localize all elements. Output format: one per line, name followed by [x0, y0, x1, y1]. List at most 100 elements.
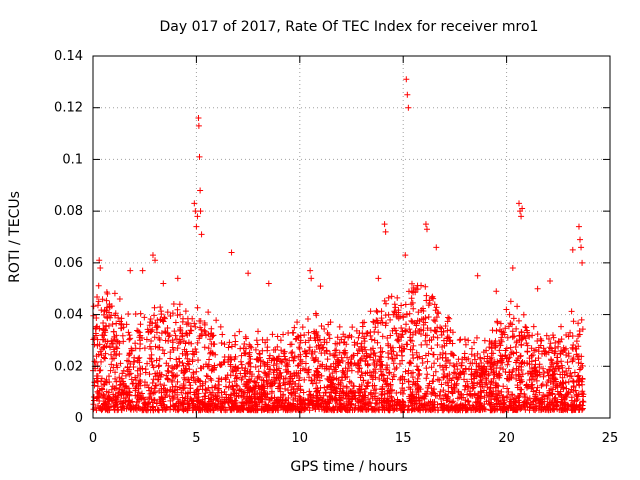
data-point	[164, 324, 171, 331]
data-point	[289, 349, 296, 356]
data-point	[178, 389, 185, 396]
data-point	[332, 403, 339, 410]
data-point	[316, 377, 323, 384]
data-point	[399, 373, 406, 380]
data-point	[302, 339, 309, 346]
data-point	[212, 392, 219, 399]
data-point	[172, 406, 179, 413]
outlier-point	[104, 290, 111, 297]
data-point	[348, 400, 355, 407]
data-point	[156, 355, 163, 362]
data-point	[508, 374, 515, 381]
data-point	[298, 407, 305, 414]
data-point	[541, 404, 548, 411]
data-point	[379, 385, 386, 392]
outlier-point	[194, 213, 201, 220]
data-point	[212, 351, 219, 358]
data-point	[173, 336, 180, 343]
data-point	[92, 359, 99, 366]
data-point	[526, 355, 533, 362]
data-point	[182, 406, 189, 413]
data-point	[295, 334, 302, 341]
data-point	[172, 319, 179, 326]
data-point	[179, 330, 186, 337]
data-point	[120, 367, 127, 374]
data-point	[570, 377, 577, 384]
data-point	[355, 334, 362, 341]
data-point	[118, 321, 125, 328]
data-point	[198, 326, 205, 333]
data-point	[117, 360, 124, 367]
data-point	[373, 317, 380, 324]
data-point	[405, 403, 412, 410]
data-point	[362, 385, 369, 392]
data-point	[486, 344, 493, 351]
data-point	[454, 366, 461, 373]
data-point	[125, 352, 132, 359]
data-point	[216, 361, 223, 368]
data-point	[414, 366, 421, 373]
outlier-point	[575, 223, 582, 230]
data-point	[558, 362, 565, 369]
data-point	[364, 380, 371, 387]
data-point	[108, 361, 115, 368]
data-point	[500, 366, 507, 373]
data-point	[538, 382, 545, 389]
data-point	[134, 357, 141, 364]
data-point	[252, 407, 259, 414]
data-point	[105, 389, 112, 396]
data-point	[396, 399, 403, 406]
y-tick-label: 0.1	[62, 152, 83, 167]
data-point	[279, 359, 286, 366]
x-tick-label: 5	[192, 431, 200, 446]
data-point	[443, 358, 450, 365]
data-point	[434, 376, 441, 383]
data-point	[296, 393, 303, 400]
data-point	[285, 387, 292, 394]
data-point	[223, 406, 230, 413]
data-point	[143, 336, 150, 343]
data-point	[422, 337, 429, 344]
data-point	[307, 334, 314, 341]
data-point	[255, 328, 262, 335]
data-point	[182, 308, 189, 315]
data-point	[264, 344, 271, 351]
data-point	[526, 361, 533, 368]
data-point	[561, 347, 568, 354]
y-tick-label: 0.14	[54, 49, 83, 64]
data-point	[401, 387, 408, 394]
data-point	[184, 355, 191, 362]
data-point	[414, 375, 421, 382]
data-point	[370, 350, 377, 357]
data-point	[100, 311, 107, 318]
data-point	[102, 399, 109, 406]
data-point	[420, 406, 427, 413]
data-point	[247, 363, 254, 370]
data-point	[576, 382, 583, 389]
data-point	[556, 338, 563, 345]
data-point	[154, 376, 161, 383]
data-point	[565, 365, 572, 372]
data-point	[383, 320, 390, 327]
data-point	[311, 403, 318, 410]
data-point	[397, 376, 404, 383]
data-point	[148, 346, 155, 353]
data-point	[110, 364, 117, 371]
data-point	[283, 362, 290, 369]
data-point	[332, 352, 339, 359]
data-point	[227, 363, 234, 370]
data-point	[332, 389, 339, 396]
outlier-point	[404, 91, 411, 98]
data-point	[504, 385, 511, 392]
data-point	[207, 406, 214, 413]
data-point	[431, 386, 438, 393]
data-point	[175, 340, 182, 347]
data-point	[291, 354, 298, 361]
outlier-point	[433, 244, 440, 251]
data-point	[219, 331, 226, 338]
data-point	[101, 381, 108, 388]
data-point	[397, 389, 404, 396]
data-point	[407, 329, 414, 336]
data-point	[446, 338, 453, 345]
data-point	[161, 382, 168, 389]
